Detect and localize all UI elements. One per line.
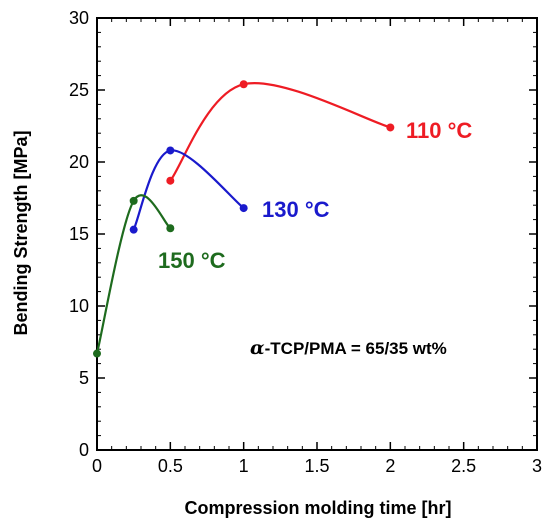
x-tick-label: 3: [532, 456, 542, 476]
series-2-point: [129, 196, 138, 205]
series-1-point: [166, 146, 175, 155]
series-label-110: 110 °C: [406, 118, 472, 143]
x-tick-label: 0.5: [158, 456, 183, 476]
series-0-point: [386, 123, 395, 132]
y-axis-label: Bending Strength [MPa]: [11, 131, 31, 336]
composition-annotation: α-TCP/PMA = 65/35 wt%: [250, 337, 447, 359]
y-tick-label: 0: [79, 440, 89, 460]
x-tick-label: 1.5: [304, 456, 329, 476]
series-line-0: [169, 82, 391, 182]
series-2-point: [166, 224, 175, 233]
alpha-symbol: α: [250, 337, 265, 359]
y-tick-label: 15: [69, 224, 89, 244]
series-labels: 110 °C 130 °C 150 °C: [158, 118, 472, 273]
series-0-point: [166, 176, 175, 185]
y-tick-label: 20: [69, 152, 89, 172]
x-tick-label: 1: [239, 456, 249, 476]
series-label-150: 150 °C: [158, 248, 226, 273]
series-0-point: [239, 80, 248, 89]
x-axis-label: Compression molding time [hr]: [184, 498, 451, 518]
x-tick-label: 2: [385, 456, 395, 476]
series-2-point: [93, 349, 101, 358]
series-line-1: [132, 149, 245, 231]
x-tick-label: 2.5: [451, 456, 476, 476]
plot-frame: [96, 17, 538, 451]
series-label-130: 130 °C: [262, 197, 330, 222]
x-tick-label: 0: [92, 456, 102, 476]
y-tick-label: 10: [69, 296, 89, 316]
annotation-text: -TCP/PMA = 65/35 wt%: [265, 339, 447, 358]
y-tick-label: 30: [69, 8, 89, 28]
series-line-2: [95, 194, 172, 354]
y-tick-label: 5: [79, 368, 89, 388]
series-1-point: [129, 225, 138, 234]
y-tick-label: 25: [69, 80, 89, 100]
series-1-point: [239, 204, 248, 213]
